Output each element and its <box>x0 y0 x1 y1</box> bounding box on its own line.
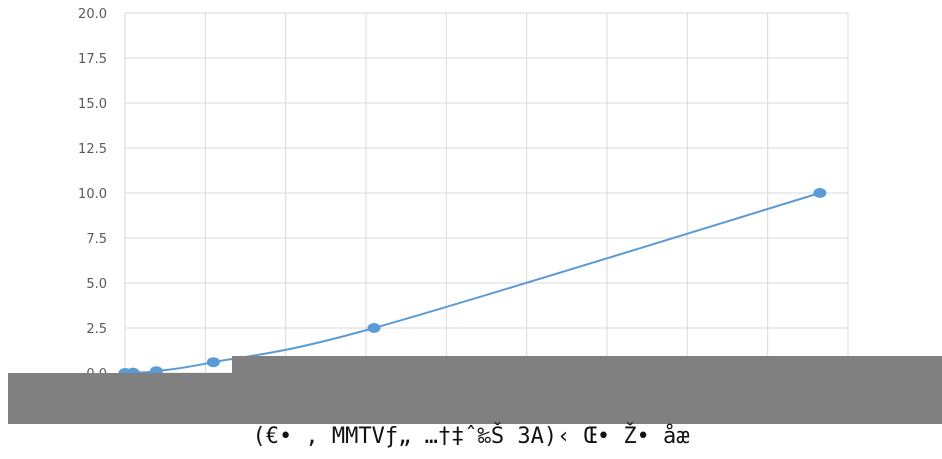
y-tick-label: 20.0 <box>78 7 107 22</box>
y-tick-label: 17.5 <box>78 52 107 67</box>
y-tick-label: 7.5 <box>86 232 107 247</box>
data-point <box>813 188 827 198</box>
y-tick-label: 12.5 <box>78 142 107 157</box>
x-axis-label: (€• , MMTVƒ„ …†‡ˆ‰Š 3A)‹ Œ• Ž• åæ <box>252 424 690 449</box>
y-tick-label: 2.5 <box>86 322 107 337</box>
y-tick-label: 10.0 <box>78 187 107 202</box>
redaction-bar-upper <box>232 356 942 376</box>
y-axis: 0.02.55.07.510.012.515.017.520.0 <box>78 7 107 382</box>
redaction-bar <box>8 373 942 424</box>
data-point <box>367 323 381 333</box>
data-point <box>206 357 220 368</box>
y-tick-label: 5.0 <box>86 277 107 292</box>
y-tick-label: 15.0 <box>78 97 107 112</box>
grid <box>124 12 849 374</box>
chart: 0.02.55.07.510.012.515.017.520.0 <box>8 7 942 424</box>
